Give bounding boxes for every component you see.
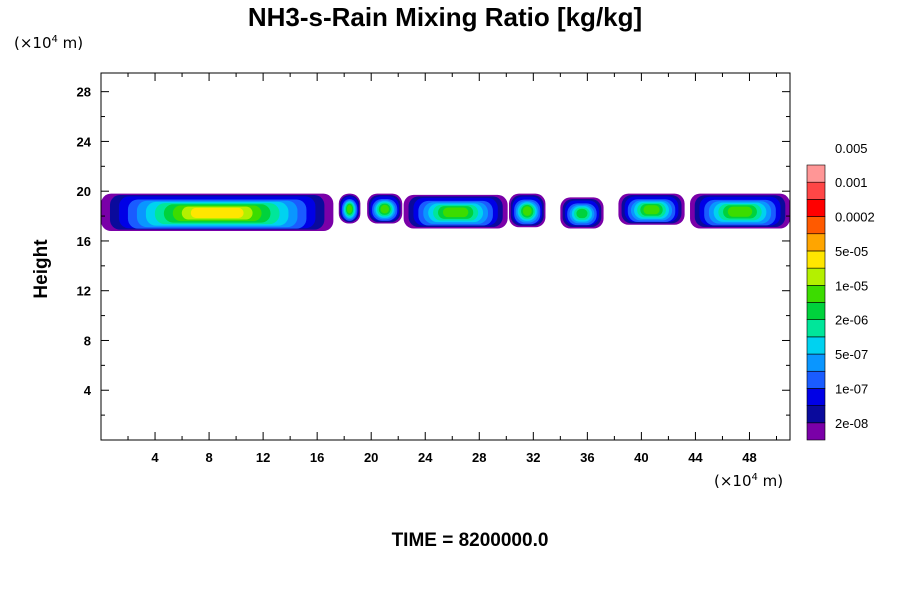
colorbar-label: 0.0002 <box>835 210 875 225</box>
colorbar-label: 5e-05 <box>835 244 868 259</box>
colorbar-label: 1e-05 <box>835 278 868 293</box>
y-tick-label: 12 <box>77 284 91 299</box>
x-tick-label: 12 <box>256 450 270 465</box>
colorbar-label: 0.005 <box>835 141 868 156</box>
colorbar-swatch <box>806 353 826 372</box>
x-tick-label: 24 <box>418 450 433 465</box>
colorbar-label: 5e-07 <box>835 347 868 362</box>
colorbar-swatch <box>806 164 826 183</box>
colorbar-swatch <box>806 181 826 200</box>
x-tick-label: 40 <box>634 450 648 465</box>
x-tick-label: 32 <box>526 450 540 465</box>
cloud-segment <box>367 193 403 224</box>
colorbar-label: 1e-07 <box>835 381 868 396</box>
contour-band <box>190 207 244 219</box>
y-tick-label: 8 <box>84 333 91 348</box>
contour-band <box>522 206 532 216</box>
colorbar-swatch <box>806 405 826 424</box>
x-tick-label: 36 <box>580 450 594 465</box>
y-unit-suffix: m) <box>57 34 84 52</box>
cloud-segment <box>690 193 790 229</box>
cloud-segment <box>403 194 508 229</box>
time-label: TIME = 8200000.0 <box>391 530 549 551</box>
y-tick-label: 16 <box>77 234 91 249</box>
cloud-segment <box>101 193 334 231</box>
x-tick-label: 20 <box>364 450 378 465</box>
colorbar-swatch <box>806 422 826 441</box>
x-unit-exponent: 4 <box>751 472 758 483</box>
cloud-segment <box>338 193 361 224</box>
contour-band <box>346 204 353 214</box>
x-tick-label: 28 <box>472 450 486 465</box>
x-tick-label: 8 <box>205 450 212 465</box>
y-tick-label: 24 <box>77 134 92 149</box>
y-unit-prefix: (×10 <box>14 34 52 52</box>
cloud-segment <box>618 193 685 225</box>
y-unit-exponent: 4 <box>51 34 58 45</box>
cloud-segment <box>560 197 604 229</box>
colorbar-swatch <box>806 336 826 355</box>
colorbar-swatch <box>806 285 826 303</box>
colorbar-label: 0.001 <box>835 175 868 190</box>
contour-band <box>643 205 660 215</box>
colorbar-swatch <box>806 319 826 338</box>
contour-band <box>576 208 588 219</box>
chart-title: NH3-s-Rain Mixing Ratio [kg/kg] <box>247 2 643 32</box>
colorbar-swatch <box>806 233 826 252</box>
x-axis-unit: (×104 m) <box>714 472 783 490</box>
colorbar-label: 2e-06 <box>835 313 868 328</box>
cloud-segment <box>508 193 546 228</box>
y-tick-label: 4 <box>84 383 92 398</box>
colorbar-swatch <box>806 250 826 269</box>
plot-frame <box>100 72 791 441</box>
colorbar-swatch <box>806 267 826 286</box>
contour-band <box>727 206 753 217</box>
colorbar-label: 2e-08 <box>835 416 868 431</box>
colorbar-swatch <box>806 388 826 406</box>
colorbar-swatch <box>806 199 826 217</box>
x-unit-prefix: (×10 <box>714 472 752 490</box>
x-unit-suffix: m) <box>757 472 784 490</box>
x-tick-label: 4 <box>151 450 159 465</box>
colorbar-swatch <box>806 302 826 320</box>
y-tick-label: 28 <box>77 85 91 100</box>
x-tick-label: 44 <box>688 450 703 465</box>
x-tick-label: 48 <box>742 450 756 465</box>
mixing-ratio-field <box>101 193 790 231</box>
colorbar: 2e-08 1e-07 5e-07 2e-06 1e-05 5e-05 0.0002 0.00… <box>806 141 875 441</box>
colorbar-swatch <box>806 370 826 389</box>
x-tick-label: 16 <box>310 450 324 465</box>
contour-band <box>442 207 469 218</box>
y-axis-unit: (×104 m) <box>14 34 83 52</box>
colorbar-swatch <box>806 216 826 235</box>
contour-band <box>380 204 389 214</box>
y-tick-label: 20 <box>77 184 91 199</box>
